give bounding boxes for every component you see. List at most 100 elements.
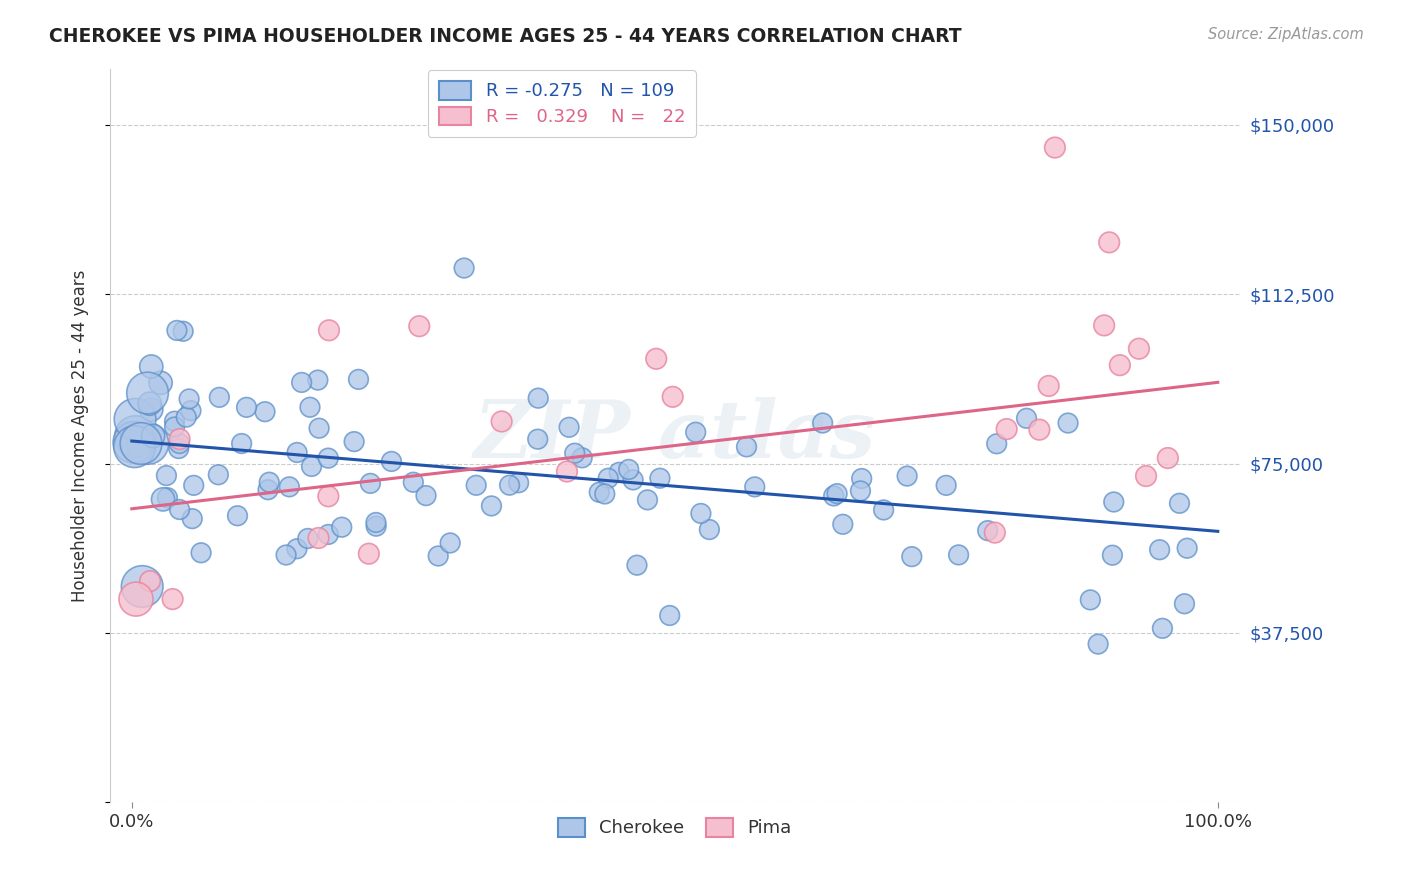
- Point: [658, 608, 681, 623]
- Point: [177, 392, 200, 406]
- Point: [831, 517, 853, 532]
- Point: [142, 429, 165, 443]
- Point: [1098, 235, 1121, 250]
- Text: ZIP atlas: ZIP atlas: [474, 397, 876, 475]
- Point: [330, 520, 353, 534]
- Point: [136, 386, 159, 401]
- Point: [948, 548, 970, 562]
- Point: [131, 580, 153, 594]
- Point: [607, 465, 630, 479]
- Point: [498, 478, 520, 492]
- Point: [141, 359, 163, 374]
- Point: [257, 475, 280, 490]
- Point: [163, 420, 186, 434]
- Point: [1128, 342, 1150, 356]
- Point: [408, 319, 430, 334]
- Point: [257, 483, 280, 497]
- Point: [571, 450, 593, 465]
- Point: [453, 260, 475, 275]
- Point: [1078, 593, 1101, 607]
- Point: [357, 547, 380, 561]
- Point: [825, 486, 848, 500]
- Point: [1057, 416, 1080, 430]
- Point: [166, 323, 188, 337]
- Point: [811, 416, 834, 430]
- Point: [226, 508, 249, 523]
- Point: [278, 480, 301, 494]
- Point: [699, 523, 721, 537]
- Point: [207, 467, 229, 482]
- Point: [526, 432, 548, 446]
- Point: [1152, 621, 1174, 635]
- Point: [359, 476, 381, 491]
- Point: [124, 429, 146, 443]
- Point: [343, 434, 366, 449]
- Point: [235, 401, 257, 415]
- Point: [465, 478, 488, 492]
- Point: [439, 536, 461, 550]
- Point: [129, 436, 152, 450]
- Point: [301, 459, 323, 474]
- Point: [555, 465, 578, 479]
- Point: [558, 420, 581, 434]
- Point: [685, 425, 707, 440]
- Point: [169, 432, 191, 446]
- Point: [253, 405, 276, 419]
- Point: [849, 483, 872, 498]
- Point: [1102, 495, 1125, 509]
- Point: [163, 414, 186, 428]
- Point: [274, 548, 297, 562]
- Point: [593, 487, 616, 501]
- Point: [139, 397, 162, 411]
- Point: [896, 469, 918, 483]
- Point: [172, 324, 194, 338]
- Point: [527, 391, 550, 405]
- Point: [598, 471, 620, 485]
- Point: [1043, 140, 1066, 154]
- Point: [156, 491, 179, 505]
- Point: [626, 558, 648, 573]
- Point: [152, 492, 174, 507]
- Point: [648, 471, 671, 485]
- Point: [564, 446, 586, 460]
- Text: Source: ZipAtlas.com: Source: ZipAtlas.com: [1208, 27, 1364, 42]
- Point: [169, 436, 191, 450]
- Point: [125, 592, 148, 607]
- Point: [155, 468, 177, 483]
- Point: [1168, 496, 1191, 510]
- Point: [1149, 542, 1171, 557]
- Point: [661, 390, 683, 404]
- Point: [169, 502, 191, 516]
- Point: [136, 436, 159, 450]
- Point: [637, 492, 659, 507]
- Point: [190, 546, 212, 560]
- Point: [139, 574, 162, 588]
- Point: [823, 489, 845, 503]
- Point: [347, 372, 370, 386]
- Point: [1038, 379, 1060, 393]
- Point: [645, 351, 668, 366]
- Point: [621, 473, 644, 487]
- Point: [308, 421, 330, 435]
- Point: [364, 516, 387, 530]
- Point: [427, 549, 450, 563]
- Point: [231, 436, 253, 450]
- Point: [174, 410, 197, 425]
- Y-axis label: Householder Income Ages 25 - 44 years: Householder Income Ages 25 - 44 years: [72, 269, 89, 601]
- Point: [162, 592, 184, 607]
- Point: [1108, 358, 1130, 372]
- Point: [366, 519, 388, 533]
- Point: [1135, 469, 1157, 483]
- Point: [124, 440, 146, 454]
- Point: [141, 402, 163, 417]
- Point: [1092, 318, 1115, 333]
- Point: [744, 480, 766, 494]
- Point: [986, 437, 1008, 451]
- Point: [308, 531, 330, 545]
- Point: [415, 489, 437, 503]
- Point: [291, 376, 314, 390]
- Point: [995, 422, 1018, 436]
- Point: [124, 412, 146, 426]
- Point: [935, 478, 957, 492]
- Point: [735, 440, 758, 454]
